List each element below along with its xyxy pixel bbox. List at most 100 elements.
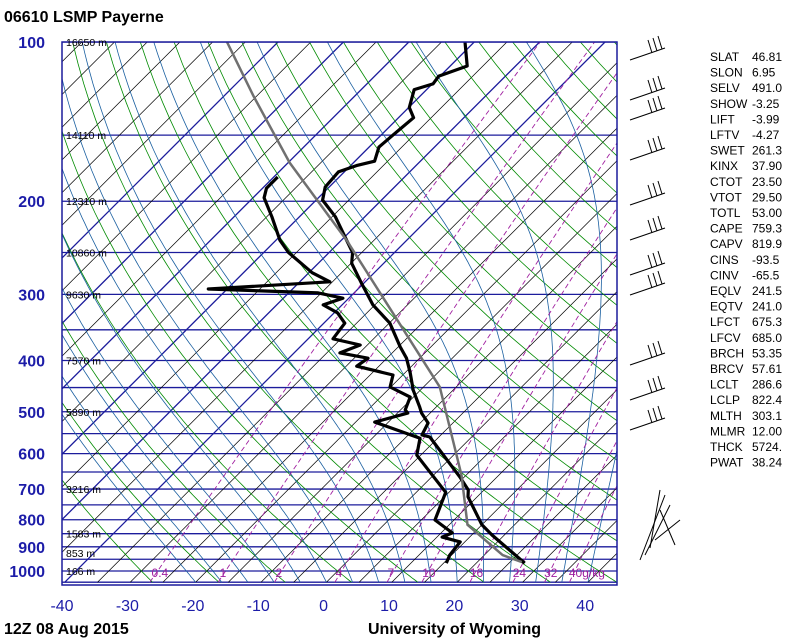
isotherm xyxy=(62,42,246,226)
wind-barb xyxy=(629,405,666,431)
isotherm xyxy=(456,421,617,583)
index-value: 12.00 xyxy=(752,424,782,438)
isotherm xyxy=(97,62,617,583)
chart-title: 06610 LSMP Payerne xyxy=(4,9,164,26)
temperature-tick-label: 20 xyxy=(446,598,464,615)
mixing-ratio-label: 7 xyxy=(388,566,395,580)
index-label: SHOW xyxy=(710,97,748,111)
dry-adiabat xyxy=(309,42,617,383)
height-label: 3216 m xyxy=(66,484,101,496)
isotherm xyxy=(522,487,617,583)
wind-barb-cluster xyxy=(639,489,681,561)
dry-adiabat xyxy=(139,42,617,583)
mixing-ratio-line xyxy=(569,484,617,583)
index-value: 53.35 xyxy=(752,346,782,360)
wind-barb xyxy=(629,135,666,161)
moist-adiabat xyxy=(199,42,458,583)
isotherm xyxy=(62,42,115,95)
moist-adiabat xyxy=(415,42,554,583)
isotherm xyxy=(129,94,617,583)
temperature-tick-label: 30 xyxy=(511,598,529,615)
isotherm xyxy=(62,42,181,161)
mixing-ratio-line xyxy=(334,142,617,583)
sounding-indices: SLAT 46.81 SLON 6.95 SELV 491.0 SHOW -3.25 LIFT -… xyxy=(710,50,782,470)
temperature-tick-label: -10 xyxy=(247,598,270,615)
isotherm xyxy=(0,42,49,582)
index-value: 261.3 xyxy=(752,144,782,158)
isotherm xyxy=(62,42,573,553)
dry-adiabat xyxy=(62,320,286,583)
index-value: -4.27 xyxy=(752,128,780,142)
isotherm xyxy=(489,454,617,583)
moist-adiabat xyxy=(62,233,301,583)
dewpoint-line xyxy=(206,175,462,564)
isotherm xyxy=(424,389,617,583)
wind-barbs xyxy=(629,35,681,561)
isotherm xyxy=(62,42,377,357)
isotherm xyxy=(62,42,410,390)
isotherm xyxy=(62,42,83,63)
temperature-tick-label: -20 xyxy=(181,598,204,615)
index-value: 759.3 xyxy=(752,222,782,236)
index-value: -93.5 xyxy=(752,253,780,267)
index-label: LFCV xyxy=(710,331,741,345)
dry-adiabat xyxy=(376,42,617,306)
height-label: 7570 m xyxy=(66,355,101,367)
profiles xyxy=(206,42,526,565)
index-value: 819.9 xyxy=(752,237,782,251)
height-label: 14110 m xyxy=(66,130,106,142)
background-lines xyxy=(0,42,617,583)
index-label: LCLT xyxy=(710,378,739,392)
wind-barb xyxy=(629,375,666,401)
dry-adiabat xyxy=(72,42,485,583)
index-value: 57.61 xyxy=(752,362,782,376)
wind-barb xyxy=(629,75,666,101)
height-label: 5890 m xyxy=(66,407,101,419)
index-label: LFCT xyxy=(710,315,741,329)
isotherm xyxy=(358,323,617,583)
height-label: 12310 m xyxy=(66,196,107,208)
index-value: 46.81 xyxy=(752,50,782,64)
dry-adiabat xyxy=(343,42,617,344)
pressure-tick-label: 300 xyxy=(18,287,45,304)
moist-adiabat xyxy=(62,287,275,583)
isotherm xyxy=(62,42,442,422)
index-value: 53.00 xyxy=(752,206,782,220)
height-label: 16650 m xyxy=(66,37,107,49)
height-label: 853 m xyxy=(66,548,95,560)
moist-adiabat xyxy=(256,42,485,583)
isotherm xyxy=(62,42,344,325)
index-label: VTOT xyxy=(710,190,742,204)
height-label: 10860 m xyxy=(66,248,107,260)
isotherm xyxy=(228,193,617,583)
index-value: 303.1 xyxy=(752,409,782,423)
moist-adiabat xyxy=(62,333,249,583)
mixing-ratio-label: 40g/kg xyxy=(569,566,605,580)
temperature-line xyxy=(321,42,526,565)
wind-barb xyxy=(629,215,666,241)
parcel-line xyxy=(225,42,523,564)
temperature-tick-label: 0 xyxy=(319,598,328,615)
index-label: CAPE xyxy=(710,222,743,236)
index-label: TOTL xyxy=(710,206,741,220)
index-label: LIFT xyxy=(710,112,735,126)
dry-adiabat xyxy=(62,129,419,583)
isotherm xyxy=(62,42,311,292)
mixing-ratio-line xyxy=(274,72,617,583)
mixing-ratio-line xyxy=(544,439,617,583)
index-label: SELV xyxy=(710,81,740,95)
pressure-tick-label: 800 xyxy=(18,513,45,530)
index-label: CINS xyxy=(710,253,739,267)
dry-adiabat xyxy=(62,231,352,583)
wind-barb xyxy=(629,95,666,121)
isotherm xyxy=(293,258,617,583)
mixing-ratio-label: 4 xyxy=(336,566,343,580)
index-value: 822.4 xyxy=(752,393,782,407)
temperature-tick-label: 40 xyxy=(576,598,594,615)
wind-barb xyxy=(629,270,666,296)
moist-adiabat xyxy=(62,375,223,583)
footer-source: University of Wyoming xyxy=(368,621,541,638)
index-label: SLAT xyxy=(710,50,740,64)
dry-adiabat xyxy=(410,42,617,269)
